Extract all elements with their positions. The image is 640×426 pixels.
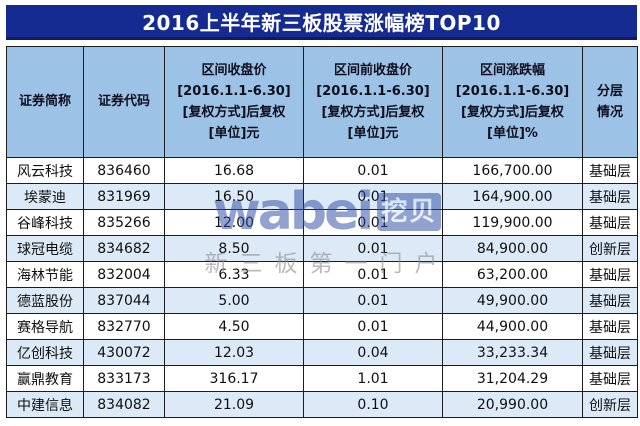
header-row: 证券简称 证券代码 区间收盘价 [2016.1.1-6.30] [复权方式]后复… [6,46,638,158]
change-percent-cell: 63,200.00 [442,261,583,288]
prev-close-cell: 0.01 [303,235,443,262]
tier-cell: 创新层 [582,391,638,418]
change-percent-cell: 119,900.00 [442,209,583,236]
change-percent-cell: 20,990.00 [442,391,583,418]
header-close-price: 区间收盘价 [2016.1.1-6.30] [复权方式]后复权 [单位]元 [164,46,304,158]
stock-name-cell: 球冠电缆 [6,235,84,262]
table-row: 赛格导航 832770 4.50 0.01 44,900.00 基础层 [6,313,638,340]
tier-cell: 基础层 [582,287,638,314]
change-percent-cell: 33,233.34 [442,339,583,366]
stock-code-cell: 832770 [83,313,165,340]
close-price-cell: 12.03 [164,339,304,366]
page-title: 2016上半年新三板股票涨幅榜TOP10 [6,5,637,40]
table-row: 赢鼎教育 833173 316.17 1.01 31,204.29 基础层 [6,365,638,392]
stock-code-cell: 832004 [83,261,165,288]
close-price-cell: 8.50 [164,235,304,262]
header-change-percent: 区间涨跌幅 [2016.1.1-6.30] [复权方式]后复权 [单位]% [442,46,583,158]
tier-cell: 创新层 [582,235,638,262]
table-row: 亿创科技 430072 12.03 0.04 33,233.34 基础层 [6,339,638,366]
prev-close-cell: 0.04 [303,339,443,366]
prev-close-cell: 1.01 [303,365,443,392]
change-percent-cell: 84,900.00 [442,235,583,262]
change-percent-cell: 44,900.00 [442,313,583,340]
stock-gain-ranking-table: 证券简称 证券代码 区间收盘价 [2016.1.1-6.30] [复权方式]后复… [6,46,638,418]
stock-name-cell: 谷峰科技 [6,209,84,236]
tier-cell: 基础层 [582,339,638,366]
table-row: 埃蒙迪 831969 16.50 0.01 164,900.00 基础层 [6,183,638,210]
table-row: 球冠电缆 834682 8.50 0.01 84,900.00 创新层 [6,235,638,262]
prev-close-cell: 0.01 [303,209,443,236]
change-percent-cell: 31,204.29 [442,365,583,392]
header-stock-name: 证券简称 [6,46,84,158]
prev-close-cell: 0.01 [303,313,443,340]
prev-close-cell: 0.01 [303,157,443,184]
table-row: 风云科技 836460 16.68 0.01 166,700.00 基础层 [6,157,638,184]
table-row: 中建信息 834082 21.09 0.10 20,990.00 创新层 [6,391,638,418]
header-tier: 分层 情况 [582,46,638,158]
close-price-cell: 5.00 [164,287,304,314]
stock-code-cell: 834082 [83,391,165,418]
stock-code-cell: 834682 [83,235,165,262]
stock-name-cell: 海林节能 [6,261,84,288]
tier-cell: 基础层 [582,261,638,288]
stock-name-cell: 赛格导航 [6,313,84,340]
close-price-cell: 16.68 [164,157,304,184]
table-body: 风云科技 836460 16.68 0.01 166,700.00 基础层 埃蒙… [6,157,638,418]
stock-code-cell: 833173 [83,365,165,392]
header-stock-code: 证券代码 [83,46,165,158]
stock-code-cell: 831969 [83,183,165,210]
stock-code-cell: 430072 [83,339,165,366]
prev-close-cell: 0.01 [303,261,443,288]
prev-close-cell: 0.01 [303,183,443,210]
table-header: 证券简称 证券代码 区间收盘价 [2016.1.1-6.30] [复权方式]后复… [6,46,638,158]
stock-code-cell: 837044 [83,287,165,314]
tier-cell: 基础层 [582,365,638,392]
stock-name-cell: 风云科技 [6,157,84,184]
table-row: 谷峰科技 835266 12.00 0.01 119,900.00 基础层 [6,209,638,236]
header-prev-close-price: 区间前收盘价 [2016.1.1-6.30] [复权方式]后复权 [单位]元 [303,46,443,158]
close-price-cell: 16.50 [164,183,304,210]
change-percent-cell: 49,900.00 [442,287,583,314]
stock-name-cell: 埃蒙迪 [6,183,84,210]
close-price-cell: 316.17 [164,365,304,392]
close-price-cell: 6.33 [164,261,304,288]
close-price-cell: 21.09 [164,391,304,418]
table-row: 海林节能 832004 6.33 0.01 63,200.00 基础层 [6,261,638,288]
stock-name-cell: 德蓝股份 [6,287,84,314]
tier-cell: 基础层 [582,209,638,236]
prev-close-cell: 0.01 [303,287,443,314]
tier-cell: 基础层 [582,183,638,210]
change-percent-cell: 166,700.00 [442,157,583,184]
change-percent-cell: 164,900.00 [442,183,583,210]
close-price-cell: 4.50 [164,313,304,340]
tier-cell: 基础层 [582,157,638,184]
prev-close-cell: 0.10 [303,391,443,418]
close-price-cell: 12.00 [164,209,304,236]
table-row: 德蓝股份 837044 5.00 0.01 49,900.00 基础层 [6,287,638,314]
stock-name-cell: 赢鼎教育 [6,365,84,392]
stock-name-cell: 中建信息 [6,391,84,418]
stock-code-cell: 836460 [83,157,165,184]
stock-code-cell: 835266 [83,209,165,236]
tier-cell: 基础层 [582,313,638,340]
stock-name-cell: 亿创科技 [6,339,84,366]
